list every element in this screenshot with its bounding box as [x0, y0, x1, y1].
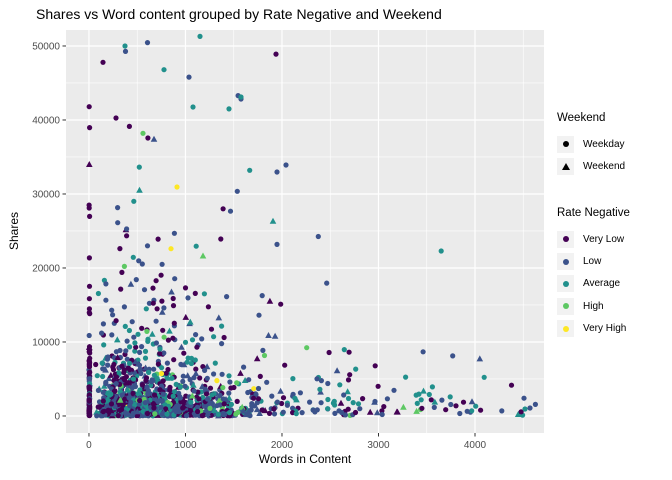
legend-item-label: Low	[583, 256, 602, 268]
legend-weekend-title: Weekend	[557, 112, 606, 124]
legend-item-label: High	[583, 300, 604, 312]
x-tick-label: 2000	[271, 440, 294, 451]
y-tick-label: 10000	[32, 337, 60, 348]
y-tick-label: 0	[54, 411, 60, 422]
legend-key	[557, 297, 574, 315]
color-swatch-icon	[562, 325, 569, 332]
color-swatch-icon	[562, 303, 569, 310]
color-swatch-icon	[562, 236, 569, 243]
legend-item-label: Weekday	[583, 138, 625, 150]
axis-ticks: 0 1000 2000 3000 400001000020000300004000050…	[32, 41, 486, 451]
legend-key	[557, 253, 574, 271]
legend-item-label: Weekend	[583, 161, 626, 173]
legend-item-average: Average	[557, 273, 630, 295]
data-points	[85, 33, 539, 419]
legend-item-label: Very Low	[583, 233, 625, 245]
legend-item-label: Very High	[583, 323, 627, 335]
legend-key	[557, 275, 574, 293]
legend-item-weekend: Weekend	[557, 155, 625, 177]
y-axis-title: Shares	[7, 211, 21, 251]
legend-rate-negative: Rate Negative Very Low Low Average High …	[557, 207, 630, 340]
legend-item-very-low: Very Low	[557, 228, 630, 250]
circle-symbol-icon	[562, 141, 569, 148]
triangle-symbol-icon	[561, 163, 570, 171]
legend-item-label: Average	[583, 278, 621, 290]
y-tick-label: 20000	[32, 263, 60, 274]
legend-item-low: Low	[557, 250, 630, 272]
x-tick-label: 3000	[367, 440, 390, 451]
legend-item-weekday: Weekday	[557, 133, 625, 155]
y-tick-label: 30000	[32, 189, 60, 200]
x-tick-label: 1000	[174, 440, 197, 451]
y-tick-label: 40000	[32, 115, 60, 126]
y-tick-label: 50000	[32, 41, 60, 52]
legend-item-very-high: Very High	[557, 318, 630, 340]
legend-weekend: Weekend Weekday Weekend	[557, 112, 625, 178]
legend-rate-negative-title: Rate Negative	[557, 207, 630, 219]
x-tick-label: 4000	[464, 440, 487, 451]
gridlines	[66, 30, 544, 433]
legend-key	[557, 135, 574, 153]
legend-item-high: High	[557, 295, 630, 317]
legend-key	[557, 320, 574, 338]
color-swatch-icon	[562, 258, 569, 265]
x-tick-label: 0	[86, 440, 92, 451]
color-swatch-icon	[562, 280, 569, 287]
x-axis-title: Words in Content	[258, 452, 352, 466]
chart-title: Shares vs Word content grouped by Rate N…	[36, 6, 442, 22]
legend-key	[557, 230, 574, 248]
legend-key	[557, 158, 574, 176]
